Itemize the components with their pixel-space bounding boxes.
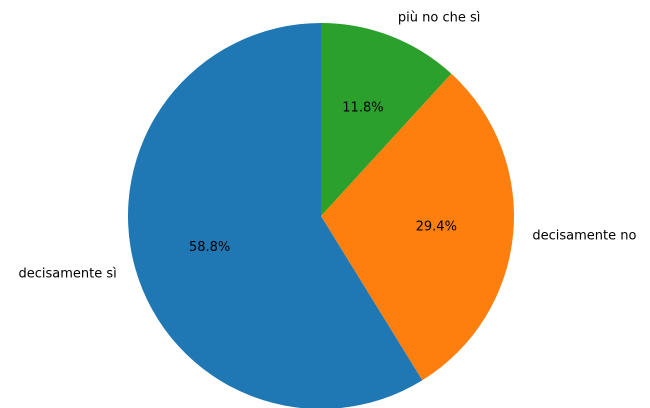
percent-label-decisamente-s: 58.8% bbox=[189, 240, 230, 255]
category-labels: decisamente sì decisamente no più no che s… bbox=[18, 11, 636, 282]
percent-label-pi-no-che-s: 11.8% bbox=[342, 101, 383, 116]
pie-slice-decisamente-s bbox=[128, 23, 423, 408]
category-label-decisamente-no: decisamente no bbox=[532, 228, 636, 243]
pie-slices bbox=[128, 23, 514, 408]
pie-slice-pi-no-che-s bbox=[321, 23, 452, 216]
category-label-pi-no-che-s: più no che sì bbox=[398, 11, 480, 26]
percent-labels: 58.8% 29.4% 11.8% bbox=[189, 101, 457, 256]
pie-slice-decisamente-no bbox=[321, 73, 514, 381]
percent-label-decisamente-no: 29.4% bbox=[416, 219, 457, 234]
category-label-decisamente-s: decisamente sì bbox=[18, 266, 116, 281]
